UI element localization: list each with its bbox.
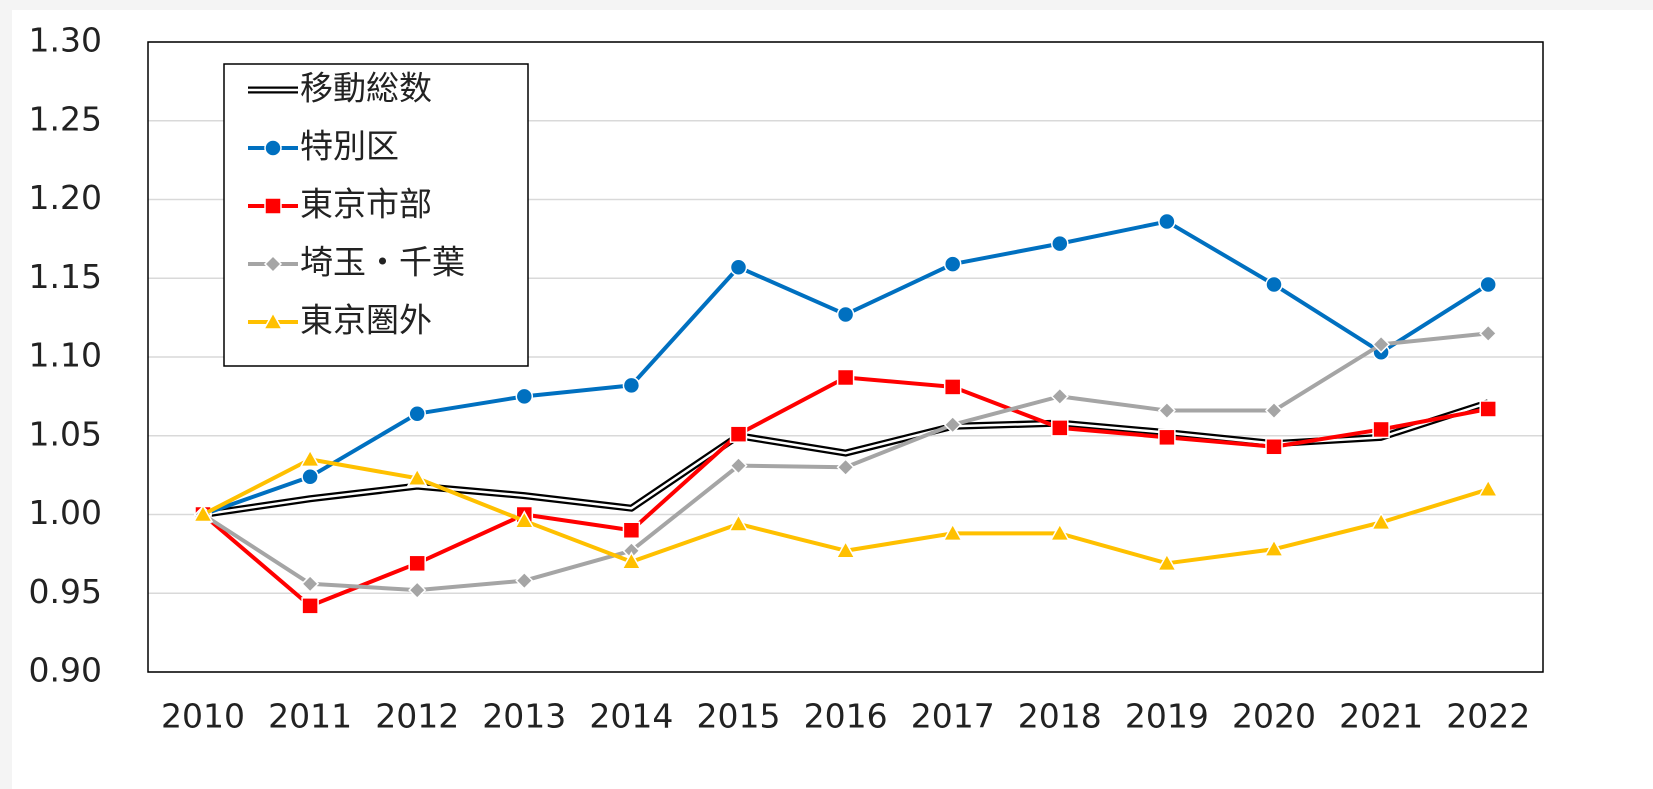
marker [1051, 419, 1069, 437]
marker [515, 571, 534, 590]
x-tick-label: 2013 [482, 697, 566, 736]
marker [1372, 335, 1391, 354]
x-tick-label: 2019 [1125, 697, 1209, 736]
marker [943, 378, 962, 396]
y-tick-label: 1.10 [29, 336, 102, 375]
x-tick-label: 2021 [1339, 697, 1423, 736]
x-tick-label: 2014 [589, 697, 673, 736]
marker [1051, 234, 1069, 253]
x-tick-label: 2011 [268, 697, 352, 736]
marker [622, 376, 641, 395]
legend-label: 東京市部 [300, 185, 432, 224]
marker [1158, 428, 1176, 447]
marker [1049, 522, 1071, 542]
marker [1372, 420, 1390, 439]
marker [836, 305, 855, 324]
marker [264, 197, 282, 215]
marker [514, 510, 535, 529]
y-tick-label: 1.25 [29, 99, 102, 138]
x-tick-label: 2020 [1232, 697, 1316, 736]
marker [1156, 552, 1178, 572]
y-tick-label: 1.30 [29, 21, 102, 60]
legend-label: 移動総数 [300, 69, 432, 108]
marker [299, 448, 321, 468]
marker [621, 551, 642, 570]
marker [1479, 275, 1497, 294]
y-tick-label: 1.20 [29, 178, 102, 217]
marker [408, 554, 426, 573]
marker [192, 503, 214, 523]
x-tick-label: 2017 [911, 697, 995, 736]
marker [1265, 438, 1283, 456]
marker [729, 456, 748, 475]
marker [622, 521, 641, 539]
marker [836, 368, 855, 387]
marker [408, 581, 427, 600]
x-tick-label: 2016 [804, 697, 888, 736]
x-tick-label: 2012 [375, 697, 459, 736]
legend-label: 埼玉・千葉 [300, 243, 465, 282]
marker [836, 458, 855, 477]
marker [1263, 538, 1285, 557]
x-tick-label: 2022 [1446, 697, 1530, 736]
marker [729, 258, 748, 276]
marker [262, 311, 284, 330]
marker [1479, 324, 1498, 343]
marker [729, 425, 748, 443]
marker [942, 522, 963, 542]
x-tick-label: 2010 [161, 697, 245, 736]
marker [408, 404, 426, 423]
marker [1370, 511, 1392, 531]
marker [301, 574, 320, 593]
y-tick-label: 1.05 [29, 414, 102, 453]
marker [943, 255, 962, 273]
marker [515, 387, 534, 406]
marker [264, 139, 282, 157]
marker [1157, 401, 1176, 420]
marker [263, 254, 283, 274]
marker [406, 467, 428, 487]
marker [1264, 401, 1284, 420]
marker [835, 540, 856, 559]
marker [1050, 387, 1069, 406]
marker [943, 415, 962, 434]
y-tick-label: 1.15 [29, 257, 102, 296]
x-tick-label: 2018 [1018, 697, 1102, 736]
legend-label: 東京圏外 [300, 301, 432, 340]
marker [301, 597, 319, 615]
marker [301, 467, 319, 486]
marker [1158, 212, 1176, 231]
y-tick-label: 0.90 [29, 651, 102, 690]
marker [728, 513, 749, 532]
marker [1479, 400, 1497, 418]
marker [1265, 275, 1283, 294]
y-tick-label: 0.95 [29, 572, 102, 611]
plot-border [147, 41, 1544, 673]
x-tick-label: 2015 [697, 697, 781, 736]
y-tick-label: 1.00 [29, 493, 102, 532]
marker [1477, 478, 1499, 498]
legend-label: 特別区 [300, 127, 399, 166]
